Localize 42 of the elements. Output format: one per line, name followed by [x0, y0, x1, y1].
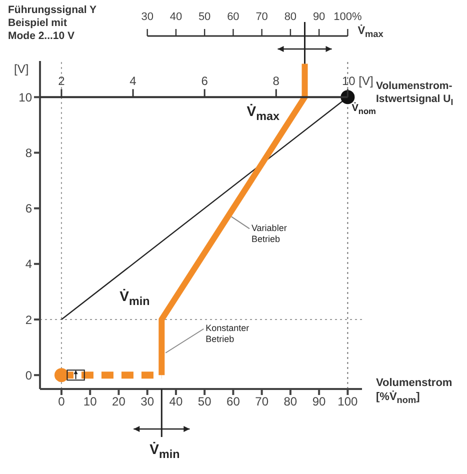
- x2-tick-label: 40: [170, 11, 182, 23]
- y-tick-label: 8: [25, 146, 32, 160]
- x2-tick-label: 100%: [334, 11, 362, 23]
- ref-line-label: Volumenstrom-Istwertsignal U$_{I}$: [376, 80, 454, 110]
- x-tick-label: 30: [140, 394, 154, 409]
- x2-tick-label: 50: [198, 11, 211, 23]
- annotation: 8: [272, 74, 280, 88]
- annotation: V̇$_{min}$: [120, 288, 150, 309]
- annotation: V̇$_{nom}$: [352, 103, 376, 117]
- chart-title: Führungssignal Y: [8, 4, 96, 16]
- annotation: 6: [201, 74, 208, 88]
- x-tick-label: 60: [226, 394, 240, 409]
- annotation: 10 [V]: [342, 74, 374, 88]
- x-axis-title: Volumenstrom [%V̇$_{nom}$]: [376, 376, 454, 408]
- x-tick-label: 50: [198, 394, 212, 409]
- x-tick-label: 0: [58, 394, 66, 409]
- y-tick-label: 6: [25, 202, 32, 216]
- y-tick-label: 10: [18, 90, 32, 104]
- annotation: V̇$_{max}$: [246, 103, 280, 124]
- y-tick-label: 0: [25, 368, 32, 382]
- y-tick-label: 4: [25, 257, 32, 272]
- x2-tick-label: 60: [227, 11, 240, 23]
- x-tick-label: 100: [338, 394, 358, 409]
- x2-axis-title: V̇$_{max}$: [358, 25, 384, 40]
- x2-tick-label: 80: [284, 11, 297, 23]
- annotation: Konstanter Betrieb: [206, 322, 250, 346]
- x-tick-label: 20: [112, 394, 126, 409]
- x2-tick-label: 90: [312, 11, 326, 23]
- x-tick-label: 40: [169, 394, 183, 409]
- x2-tick-label: 70: [256, 11, 268, 23]
- annotation: V̇$_{min}$: [150, 441, 180, 462]
- chart-subtitle: Beispiel mit Mode 2...10 V: [8, 17, 76, 43]
- annotation: Variabler Betrieb: [251, 222, 288, 246]
- y-tick-label: 2: [25, 312, 32, 327]
- y-axis-title: [V]: [14, 62, 29, 76]
- x-tick-label: 70: [255, 394, 269, 409]
- annotation: 2: [58, 74, 66, 88]
- annotation: 4: [130, 74, 137, 88]
- x-tick-label: 80: [284, 394, 298, 409]
- x-tick-label: 90: [312, 394, 326, 409]
- x2-tick-label: 30: [141, 11, 154, 23]
- x-tick-label: 10: [83, 394, 98, 409]
